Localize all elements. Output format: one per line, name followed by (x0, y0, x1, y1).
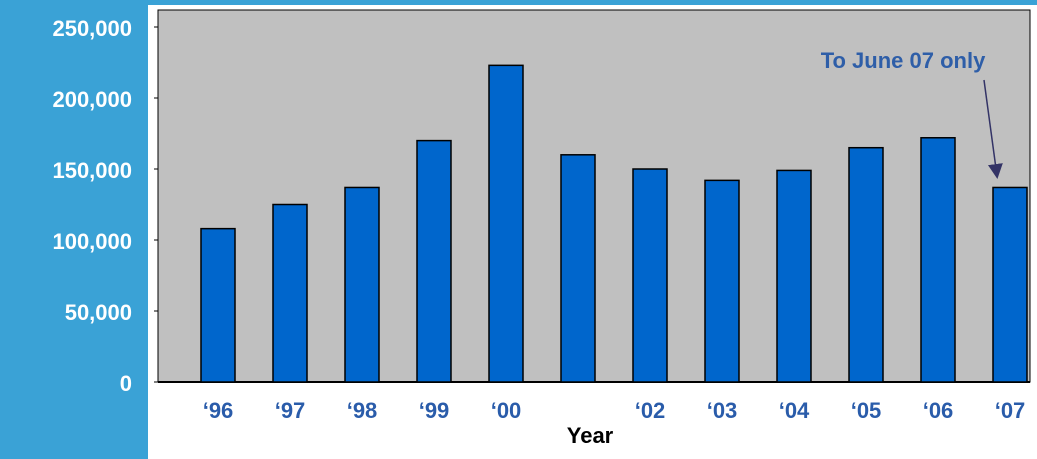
bar (560, 154, 596, 383)
bar (488, 64, 524, 383)
x-tick-label: ‘96 (203, 398, 234, 423)
x-tick-label: ‘03 (707, 398, 738, 423)
bar (632, 168, 668, 383)
x-axis-title: Year (567, 423, 614, 448)
x-tick-label: ‘07 (995, 398, 1026, 423)
y-tick-label: 50,000 (65, 300, 132, 325)
x-tick-label: ‘04 (779, 398, 810, 423)
annotation-arrow (983, 79, 1003, 179)
x-tick-label: ‘05 (851, 398, 882, 423)
x-tick-label: ‘98 (347, 398, 378, 423)
y-tick-label: 100,000 (52, 229, 132, 254)
bar (200, 227, 236, 383)
y-tick-label: 0 (120, 371, 132, 396)
x-tick-label: ‘06 (923, 398, 954, 423)
bar (920, 137, 956, 383)
x-tick-label: ‘99 (419, 398, 450, 423)
x-tick-label: ‘97 (275, 398, 306, 423)
bar (344, 186, 380, 383)
bar (704, 179, 740, 383)
x-tick-label: ‘02 (635, 398, 666, 423)
annotation: To June 07 only (821, 48, 986, 73)
y-tick-label: 250,000 (52, 16, 132, 41)
y-tick-label: 200,000 (52, 87, 132, 112)
bar (416, 139, 452, 383)
x-tick-label: ‘00 (491, 398, 522, 423)
bar (776, 169, 812, 383)
bar (272, 203, 308, 383)
bar (848, 146, 884, 383)
bar (992, 186, 1028, 383)
y-tick-label: 150,000 (52, 158, 132, 183)
